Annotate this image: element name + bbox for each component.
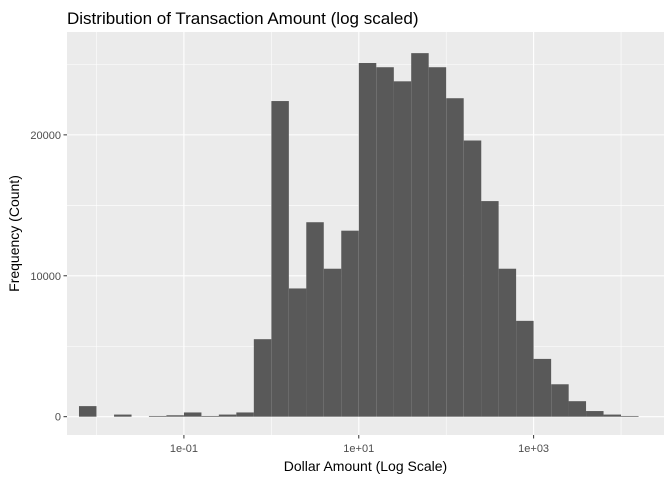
histogram-bar <box>341 230 359 417</box>
histogram-bar <box>148 415 167 417</box>
histogram-bar <box>393 81 412 417</box>
histogram-bar <box>621 415 639 417</box>
histogram-bar <box>376 67 394 417</box>
histogram-bar <box>533 358 552 417</box>
histogram-bar <box>516 320 534 417</box>
histogram-bar <box>498 268 517 417</box>
histogram-bar <box>271 101 289 417</box>
y-axis: 0 10000 20000 <box>30 130 67 424</box>
histogram-bar <box>568 401 587 417</box>
histogram-bar <box>201 415 219 417</box>
y-tick-label: 20000 <box>30 130 61 142</box>
x-tick-label: 1e+03 <box>518 443 549 455</box>
histogram-bar <box>411 53 429 417</box>
histogram-bar <box>428 67 447 417</box>
y-tick-label: 0 <box>55 412 61 424</box>
histogram-bar <box>603 414 622 417</box>
histogram-bar <box>306 222 324 417</box>
histogram-bar <box>446 98 464 417</box>
y-axis-title: Frequency (Count) <box>6 175 22 292</box>
x-tick-label: 1e-01 <box>170 443 198 455</box>
histogram-bar <box>78 406 97 417</box>
histogram-bar <box>114 414 132 417</box>
x-axis-title: Dollar Amount (Log Scale) <box>284 458 447 474</box>
histogram-bar <box>183 412 202 417</box>
histogram-bar <box>586 411 604 417</box>
histogram-bar <box>463 140 482 417</box>
histogram-bar <box>323 268 342 417</box>
histogram-bar <box>218 414 237 417</box>
histogram-bar <box>288 288 307 417</box>
histogram-bar <box>551 384 569 417</box>
histogram-bars <box>78 53 639 417</box>
x-tick-label: 1e+01 <box>343 443 374 455</box>
histogram-bar <box>253 339 272 417</box>
chart-title: Distribution of Transaction Amount (log … <box>67 9 419 28</box>
histogram-bar <box>481 201 499 417</box>
histogram-bar <box>358 63 377 417</box>
x-axis: 1e-01 1e+01 1e+03 <box>170 435 549 455</box>
histogram-bar <box>236 412 254 417</box>
histogram-bar <box>166 415 184 417</box>
y-tick-label: 10000 <box>30 271 61 283</box>
